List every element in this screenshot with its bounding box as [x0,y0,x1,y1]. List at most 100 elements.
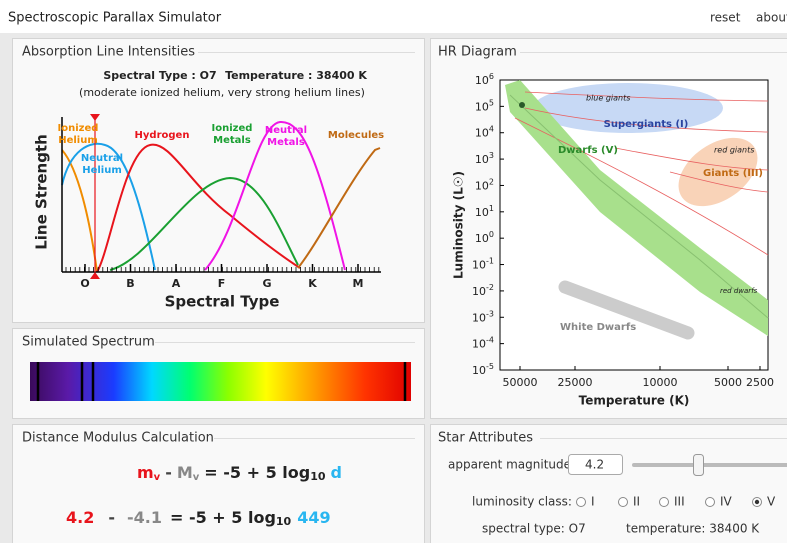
line-label-part: Neutral [81,153,123,164]
x-tick-label: F [218,277,226,290]
radio-button[interactable] [618,497,628,507]
radio-label: II [633,495,640,509]
curve [297,147,381,269]
y-tick-label: 10-3 [472,309,494,325]
x-tick-label: B [126,277,134,290]
region-label: red giants [714,146,754,155]
absorption-lines [36,362,407,401]
m-sub: v [154,472,161,483]
tick-base: 10 [475,232,489,245]
y-tick-label: 105 [475,98,494,114]
distance-value: 449 [297,508,330,527]
magnitude-input[interactable] [568,454,623,475]
x-tick-label: M [353,277,364,290]
x-tick-label: 10000 [643,376,678,389]
line-label-part: Neutral [265,125,307,136]
radio-dot [754,499,760,505]
tick-exp: -1 [486,256,494,265]
main-sequence [505,80,768,336]
distance-panel [12,424,425,543]
minus: - [108,508,115,527]
radius-lines [514,91,769,256]
y-tick-label: 104 [475,124,494,140]
line-label: Ionized Metals [212,123,253,146]
log-base: 10 [276,515,292,528]
tick-exp: -2 [486,282,494,291]
apparent-value: 4.2 [66,508,94,527]
curve [109,176,299,271]
x-tick-label: 50000 [503,376,538,389]
curves [61,120,381,273]
curve [61,142,156,271]
y-tick-label: 10-1 [472,256,494,272]
tick-exp: -5 [486,362,494,371]
hr-ticks: 10610510410310210110010-110-210-310-410-… [472,72,774,390]
y-tick-label: 10-5 [472,362,494,378]
spectral-type-field: spectral type: O7 [482,522,586,536]
hr-x-label: Temperature (K) [579,394,690,408]
M-sub: v [193,472,200,483]
tick-base: 10 [472,338,486,351]
marker-bottom[interactable] [90,272,100,279]
x-tick-label: 5000 [714,376,742,389]
zams-line [509,94,769,319]
tick-base: 10 [475,74,489,87]
panel-title: Distance Modulus Calculation [22,431,214,446]
y-tick-label: 100 [475,230,494,246]
tick-base: 10 [472,311,486,324]
line-label: Molecules [328,130,384,141]
tick-base: 10 [472,285,486,298]
log-base: 10 [310,470,326,483]
radio-button[interactable] [705,497,715,507]
tick-base: 10 [472,364,486,377]
line-label-part: Helium [82,165,122,176]
tick-exp: 3 [489,151,494,160]
panel-title: Star Attributes [438,431,533,446]
x-axis-label: Spectral Type [165,293,280,311]
tick-base: 10 [475,206,489,219]
about-link[interactable]: about [756,11,787,25]
panel-title: Absorption Line Intensities [22,45,195,60]
x-tick-label: G [262,277,271,290]
temperature: Temperature : 38400 K [225,69,367,82]
line-label-part: Helium [58,135,98,146]
panel-title: HR Diagram [438,45,517,60]
supergiant-region [533,83,723,133]
curve [96,143,301,273]
marker-top[interactable] [90,114,100,121]
line-label: Hydrogen [135,130,190,141]
temperature-field: temperature: 38400 K [626,522,760,536]
tick-base: 10 [472,259,486,272]
calculation: 4.2- -4.1 = -5 + 5 log10 449 [66,508,331,529]
region-label: Giants (III) [703,168,763,179]
y-tick-label: 10-2 [472,282,494,298]
class-radios: I II III IV V [576,495,776,509]
region-label: red dwarfs [720,287,758,295]
line-label: Neutral Metals [265,125,307,148]
header-bar [0,0,787,33]
line-label-part: Ionized [212,123,253,134]
region-label: blue giants [586,94,630,103]
y-tick-label: 103 [475,151,494,167]
tick-base: 10 [475,153,489,166]
radio-label: III [674,495,685,509]
reset-link[interactable]: reset [710,11,741,25]
tick-base: 10 [475,100,489,113]
magnitude-input-value: 4.2 [585,458,604,472]
rhs: = -5 + 5 log [204,463,310,482]
radio-button[interactable] [659,497,669,507]
y-tick-label: 101 [475,203,494,219]
line-label: Ionized Helium [58,123,99,146]
slider-thumb[interactable] [693,454,704,476]
line-label-part: Metals [213,135,251,146]
absolute-value: -4.1 [127,508,162,527]
tick-exp: 2 [489,177,494,186]
x-tick-label: O [80,277,89,290]
radio-button[interactable] [576,497,586,507]
app-title: Spectroscopic Parallax Simulator [8,11,222,26]
panel-title: Simulated Spectrum [22,335,155,350]
y-tick-label: 10-4 [472,335,494,351]
region-label: Dwarfs (V) [558,145,618,156]
